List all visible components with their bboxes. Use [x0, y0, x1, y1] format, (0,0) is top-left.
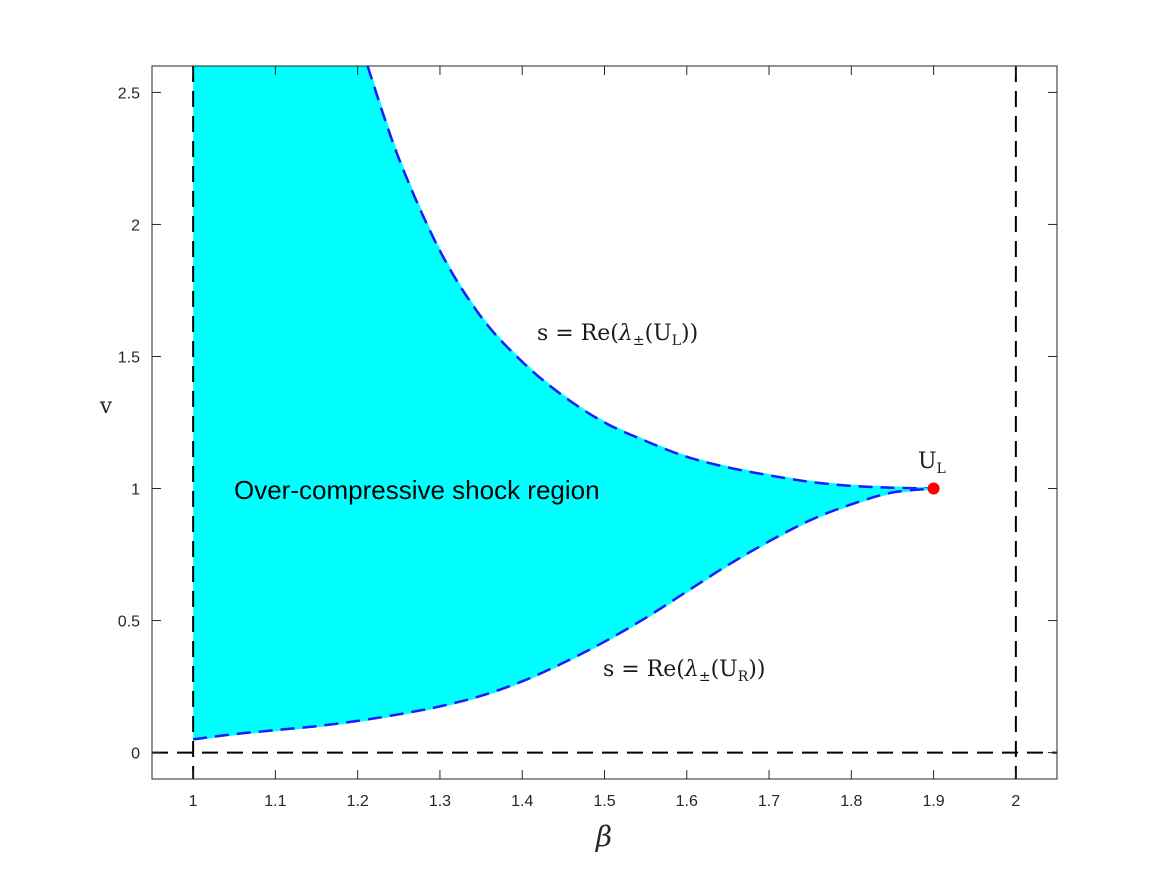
x-tick-label: 1.7: [758, 793, 780, 810]
x-axis-title: β: [595, 820, 612, 853]
x-tick-label: 1.8: [840, 793, 862, 810]
x-tick-label: 1.2: [347, 793, 369, 810]
x-tick-label: 1.1: [264, 793, 286, 810]
y-axis-title: v: [99, 394, 113, 419]
x-tick-label: 2: [1011, 793, 1020, 810]
x-tick-label: 1.3: [429, 793, 451, 810]
lower-curve-label: s = Re(λ±(UR)): [603, 657, 765, 685]
y-tick-label: 2: [131, 217, 140, 234]
shock-region-fill: [193, 66, 934, 740]
region-annotation: Over-compressive shock region: [234, 475, 600, 505]
x-tick-label: 1.6: [676, 793, 698, 810]
x-tick-label: 1.4: [511, 793, 533, 810]
y-tick-label: 1: [131, 482, 140, 499]
x-tick-label: 1: [189, 793, 198, 810]
y-tick-label: 2.5: [118, 85, 140, 102]
x-tick-label: 1.9: [922, 793, 944, 810]
y-tick-label: 1.5: [118, 349, 140, 366]
upper-boundary-dash: [366, 66, 934, 490]
x-tick-label: 1.5: [593, 793, 615, 810]
y-tick-label: 0: [131, 746, 140, 763]
left-state-point: [927, 482, 940, 495]
upper-curve-label: s = Re(λ±(UL)): [537, 321, 698, 349]
y-tick-label: 0.5: [118, 614, 140, 631]
lower-boundary-dash: [192, 487, 934, 741]
point-label: UL: [918, 449, 946, 477]
